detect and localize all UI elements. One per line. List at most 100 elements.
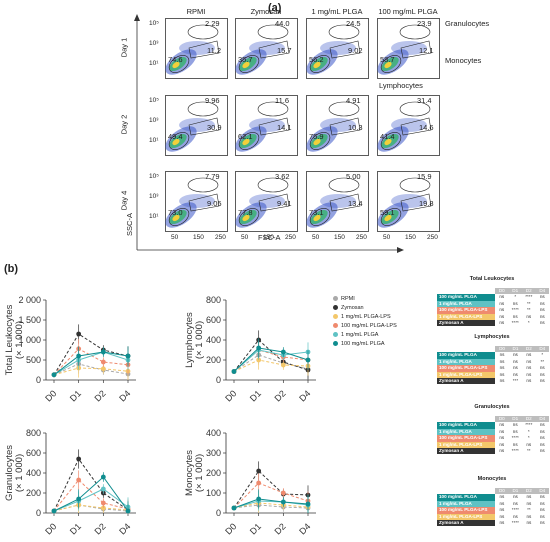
stat-col-header: D2 xyxy=(522,288,536,295)
line-charts: 0 500 1 000 1 500 2 000 D0 D1 D2 D4 Total Leukocy… xyxy=(4,295,316,537)
data-point xyxy=(51,508,57,514)
data-point xyxy=(280,362,286,368)
stat-value: ns xyxy=(499,441,505,447)
stat-row: 1 mg/mL PLGA ns ns * ns xyxy=(437,428,549,436)
stat-row-label: 1 mg/mL PLGA xyxy=(437,300,496,308)
x-tick-label: D2 xyxy=(273,388,288,403)
y-axis-unit: (× 1 000) xyxy=(194,321,205,359)
stat-table-title: Granulocytes xyxy=(474,404,510,410)
y-tick-label: 800 xyxy=(26,428,41,438)
data-point xyxy=(76,496,82,502)
series-line xyxy=(233,498,309,509)
stat-row: 100 mg/mL PLGA-LPS ns **** * ns xyxy=(437,435,549,442)
stat-value: ** xyxy=(540,358,545,364)
column-header: 100 mg/mL PLGA xyxy=(378,7,438,16)
y-tick-label: 0 xyxy=(216,508,221,518)
gate-value: 15.7 xyxy=(277,46,292,55)
stat-value: ns xyxy=(526,494,532,500)
x-tick-label: 250 xyxy=(356,234,367,241)
stat-row-label: 100 mg/mL PLGA xyxy=(437,494,496,501)
gate-value: 62.1 xyxy=(238,132,253,141)
stat-value: ** xyxy=(526,448,531,454)
gate-value: 73.1 xyxy=(309,208,324,217)
legend-item: 100 mg/mL PLGA-LPS xyxy=(333,323,397,329)
y-tick-label: 500 xyxy=(26,355,41,365)
y-axis-label: Monocytes xyxy=(184,450,195,496)
stat-value: ns xyxy=(526,520,532,526)
data-point xyxy=(231,505,237,511)
gate-value: 73.0 xyxy=(168,208,183,217)
legend-item: 100 mg/mL PLGA xyxy=(333,341,385,347)
scatter-plot xyxy=(377,95,440,156)
x-tick-label: D1 xyxy=(68,388,83,403)
legend-marker xyxy=(333,332,338,338)
gate-value: 31.4 xyxy=(417,96,432,105)
stat-value: ns xyxy=(539,313,545,319)
y-tick-label: 10³ xyxy=(149,117,159,124)
stat-value: ns xyxy=(499,422,505,428)
y-tick-label: 400 xyxy=(206,428,221,438)
series-line xyxy=(53,476,129,512)
x-tick-label: 150 xyxy=(193,234,204,241)
y-axis-unit: (× 1 000) xyxy=(14,321,25,359)
stat-table: Granulocytes D0 D1 D2 D4 100 mg/mL PLGA ns ns **… xyxy=(437,404,549,455)
x-tick-label: D1 xyxy=(248,521,263,536)
stat-row-label: 100 mg/mL PLGA xyxy=(437,294,496,301)
x-tick-label: D0 xyxy=(223,521,238,536)
gate-value: 15.9 xyxy=(417,172,432,181)
data-point xyxy=(76,353,82,359)
x-tick-label: D0 xyxy=(43,521,58,536)
gate-name: Granulocytes xyxy=(445,19,490,28)
stat-table: Lymphocytes D0 D1 D2 D4 100 mg/mL PLGA ns ns ns *… xyxy=(437,334,549,385)
stat-col-header: D2 xyxy=(522,346,536,353)
stat-value: * xyxy=(527,428,530,434)
line-chart: 0 200 400 600 800 D0 D1 D2 D4 Lymphocytes (× 1 000… xyxy=(184,295,316,404)
y-tick-label: 2 000 xyxy=(18,295,41,305)
x-tick-label: 150 xyxy=(405,234,416,241)
stat-value: ns xyxy=(499,300,505,306)
y-axis-unit: (× 1 000) xyxy=(14,454,25,492)
data-point xyxy=(256,468,262,474)
data-point xyxy=(305,501,311,507)
scatter-plot xyxy=(235,95,298,156)
stat-col-header: D4 xyxy=(535,288,549,295)
series-line xyxy=(53,488,129,512)
legend-item: RPMI xyxy=(333,296,355,302)
x-tick-label: 250 xyxy=(427,234,438,241)
data-point xyxy=(100,474,106,480)
legend-item: 1 mg/mL PLGA xyxy=(333,332,378,338)
stat-value: ns xyxy=(526,365,532,371)
x-tick-label: D2 xyxy=(273,521,288,536)
legend-marker xyxy=(333,305,338,311)
series-line xyxy=(53,363,129,376)
gate-value: 9.05 xyxy=(207,199,222,208)
stat-value: ns xyxy=(539,300,545,306)
y-tick-label: 10⁵ xyxy=(149,20,159,27)
stat-row-label: 100 mg/mL PLGA-LPS xyxy=(437,435,496,442)
data-point xyxy=(100,349,106,355)
series-line xyxy=(53,504,129,512)
data-point xyxy=(100,486,106,492)
stat-value: ** xyxy=(526,300,531,306)
y-axis-label: Granulocytes xyxy=(4,445,15,501)
stat-value: ns xyxy=(526,513,532,519)
gate-value: 14.1 xyxy=(277,123,292,132)
stat-value: ns xyxy=(499,352,505,358)
stat-value: ns xyxy=(539,507,545,513)
stat-value: ns xyxy=(526,313,532,319)
stat-value: ns xyxy=(499,435,505,441)
gate-value: 3.62 xyxy=(275,172,290,181)
x-tick-label: 50 xyxy=(171,234,179,241)
legend-marker xyxy=(333,314,338,320)
y-tick-label: 0 xyxy=(36,375,41,385)
stat-value: **** xyxy=(511,507,519,513)
data-point xyxy=(280,499,286,505)
stat-value: ** xyxy=(527,507,531,513)
stat-value: ns xyxy=(512,313,518,319)
series-line xyxy=(233,354,309,372)
stat-value: ns xyxy=(499,507,505,513)
line-chart: 0 500 1 000 1 500 2 000 D0 D1 D2 D4 Total Leukocy… xyxy=(4,295,136,404)
gate-name: Lymphocytes xyxy=(379,81,423,90)
data-point xyxy=(100,500,106,506)
